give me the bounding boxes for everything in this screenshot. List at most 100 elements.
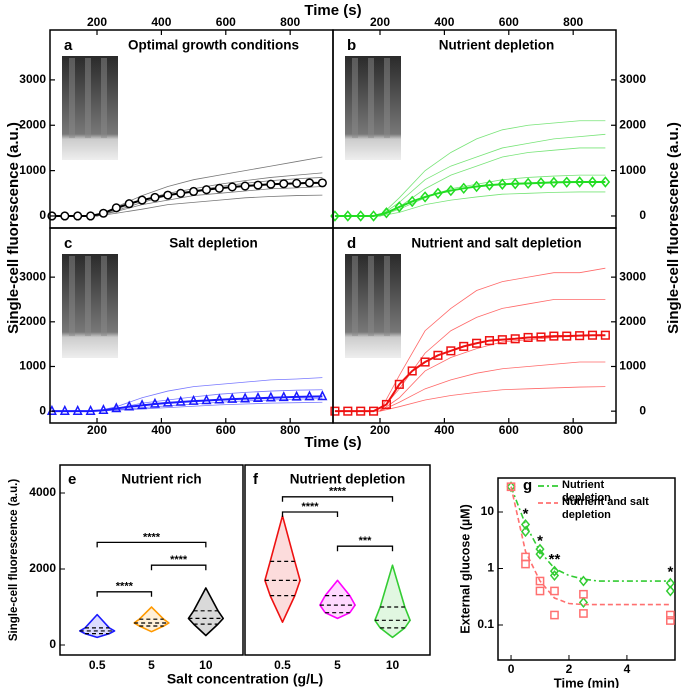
- x-axis-title: Time (min): [554, 675, 620, 688]
- fit-line: [510, 486, 671, 606]
- panel-label: d: [347, 235, 356, 252]
- data-point: [163, 190, 173, 200]
- data-point: [240, 181, 250, 191]
- data-point: [579, 609, 588, 618]
- mean-line: [334, 334, 606, 413]
- data-point: [561, 176, 572, 188]
- y-tick-label: 1000: [19, 359, 46, 373]
- data-point: [579, 589, 588, 599]
- x-tick-label: 400: [434, 423, 454, 437]
- significance-label: ****: [116, 581, 134, 593]
- x-tick-label: 200: [87, 423, 107, 437]
- data-point: [575, 331, 585, 341]
- data-point: [188, 394, 199, 405]
- x-tick-label: 10: [199, 658, 213, 672]
- cell-channel: [85, 58, 91, 138]
- data-point: [291, 390, 302, 401]
- data-point: [550, 610, 559, 620]
- panel-label: a: [64, 37, 73, 54]
- single-cell-trace: [334, 267, 606, 412]
- x-tick-label: 600: [499, 423, 519, 437]
- data-point: [355, 210, 366, 222]
- data-point: [535, 548, 545, 560]
- data-point: [356, 406, 366, 416]
- data-point: [510, 178, 521, 190]
- violin: [264, 515, 301, 624]
- data-point: [252, 391, 263, 402]
- data-point: [137, 399, 148, 410]
- x-tick-label: 800: [563, 423, 583, 437]
- single-cell-trace: [51, 186, 323, 217]
- data-point: [266, 179, 276, 189]
- data-point: [369, 406, 379, 416]
- data-point: [189, 186, 199, 197]
- single-cell-trace: [51, 377, 323, 412]
- significance-bracket: [150, 564, 207, 571]
- x-tick-label: 600: [499, 15, 519, 29]
- significance-label: ****: [170, 554, 188, 566]
- data-point: [550, 586, 559, 596]
- data-point: [420, 191, 430, 203]
- violin: [187, 587, 225, 637]
- data-point: [407, 195, 417, 208]
- x-tick-label: 0.5: [89, 658, 106, 672]
- panel-label: e: [68, 471, 76, 488]
- data-point: [587, 330, 598, 340]
- cell-channel: [368, 58, 374, 138]
- cell-channel: [352, 256, 358, 336]
- significance-label: ***: [359, 535, 373, 547]
- y-tick-label: 1000: [619, 359, 646, 373]
- x-tick-label: 10: [386, 658, 400, 672]
- data-point: [162, 396, 173, 407]
- y-tick-label: 2000: [619, 117, 646, 131]
- data-point: [98, 404, 109, 415]
- significance-label: *: [537, 533, 543, 550]
- y-tick-label: 2000: [619, 314, 646, 328]
- y-tick-label: 2000: [19, 117, 46, 131]
- data-point: [562, 331, 572, 341]
- panel-label: f: [253, 471, 259, 488]
- data-point: [227, 182, 237, 192]
- x-tick-label: 800: [280, 423, 300, 437]
- data-point: [60, 211, 70, 221]
- data-point: [600, 330, 610, 340]
- data-point: [394, 379, 404, 389]
- y-tick-label: 0: [639, 208, 646, 222]
- x-tick-label: 800: [563, 15, 583, 29]
- data-point: [98, 208, 108, 218]
- data-point: [549, 565, 560, 577]
- x-axis-title: Time (s): [304, 434, 361, 451]
- y-tick-label: 0: [639, 403, 646, 417]
- cell-channel: [69, 256, 75, 336]
- data-point: [574, 176, 585, 188]
- data-point: [279, 179, 289, 189]
- y-tick-label: 0: [39, 208, 46, 222]
- x-tick-label: 600: [216, 15, 236, 29]
- y-tick-label: 0.1: [477, 617, 494, 631]
- data-point: [472, 338, 482, 348]
- data-point: [459, 341, 469, 351]
- panel-title: Nutrient rich: [121, 472, 201, 487]
- data-point: [381, 399, 391, 410]
- data-point: [536, 177, 546, 189]
- data-point: [666, 610, 675, 620]
- data-point: [420, 357, 430, 367]
- data-point: [343, 210, 353, 222]
- mean-line: [334, 180, 606, 217]
- y-tick-label: 1: [487, 561, 494, 575]
- significance-bracket: [96, 591, 153, 597]
- single-cell-trace: [51, 401, 323, 412]
- data-point: [521, 559, 530, 569]
- x-tick-label: 4: [624, 662, 631, 676]
- single-cell-trace: [334, 386, 606, 412]
- data-point: [137, 195, 147, 205]
- y-tick-label: 1000: [19, 163, 46, 177]
- data-point: [227, 392, 238, 403]
- data-point: [214, 183, 224, 193]
- panel-label: c: [64, 235, 72, 252]
- data-point: [484, 179, 495, 191]
- x-tick-label: 5: [148, 658, 155, 672]
- cell-channel: [69, 58, 75, 138]
